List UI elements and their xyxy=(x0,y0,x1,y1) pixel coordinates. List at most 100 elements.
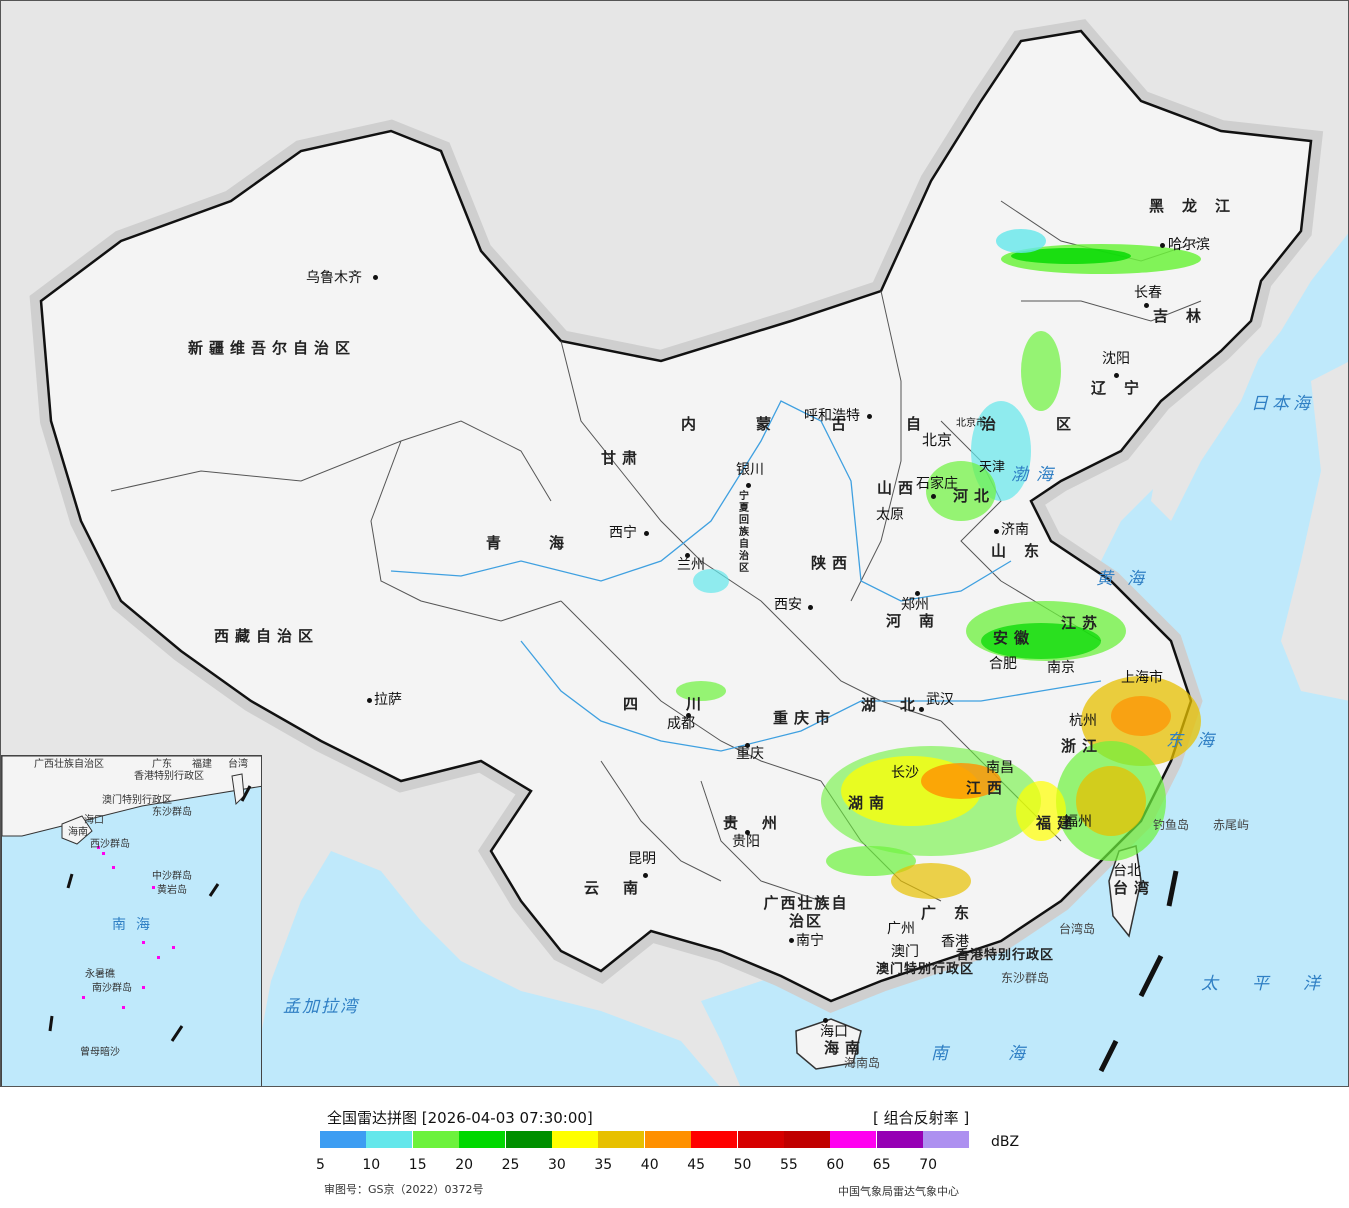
province-label: 重庆市 xyxy=(773,709,837,727)
capital-dot xyxy=(789,938,794,943)
province-label: 青海 xyxy=(486,534,613,552)
color-swatch xyxy=(598,1131,645,1148)
rivers xyxy=(390,400,1102,752)
city-label[interactable]: 南京 xyxy=(1047,660,1075,676)
city-label[interactable]: 呼和浩特 xyxy=(804,408,860,424)
city-label[interactable]: 香港 xyxy=(941,934,969,950)
city-label[interactable]: 海口 xyxy=(820,1024,848,1040)
capital-dot xyxy=(367,698,372,703)
capital-dot xyxy=(919,707,924,712)
color-scale-tick: 60 xyxy=(826,1157,845,1173)
map-area[interactable]: 新疆维吾尔自治区 西藏自治区 青海 甘肃 内蒙古自治区 黑龙江 吉林 辽宁 河北… xyxy=(0,0,1349,1087)
city-label[interactable]: 太原 xyxy=(876,507,904,523)
inset-label: 广西壮族自治区 xyxy=(34,759,104,770)
inset-label: 永暑礁 xyxy=(85,969,115,980)
capital-dot xyxy=(745,830,750,835)
capital-dot xyxy=(745,743,750,748)
province-label: 西藏自治区 xyxy=(214,627,320,645)
ocean-area xyxy=(701,233,1348,1086)
capital-dot xyxy=(994,529,999,534)
city-label[interactable]: 贵阳 xyxy=(732,834,760,850)
inset-label: 南沙群岛 xyxy=(92,983,132,994)
province-label: 海南 xyxy=(824,1039,867,1057)
color-swatch xyxy=(552,1131,598,1148)
province-label: 浙江 xyxy=(1061,737,1104,755)
inset-label: 西沙群岛 xyxy=(90,839,130,850)
province-label: 台湾 xyxy=(1113,879,1156,897)
city-label[interactable]: 南昌 xyxy=(986,760,1014,776)
province-label: 安徽 xyxy=(993,629,1036,647)
city-label[interactable]: 天津 xyxy=(979,460,1006,475)
province-label: 吉林 xyxy=(1153,307,1220,325)
island-label: 东沙群岛 xyxy=(1001,971,1050,985)
province-label: 陕西 xyxy=(811,554,854,572)
inset-label: 福建 xyxy=(192,759,212,770)
city-label[interactable]: 西宁 xyxy=(609,525,637,541)
inset-label: 台湾 xyxy=(228,759,248,770)
city-label[interactable]: 上海市 xyxy=(1121,670,1163,686)
province-label: 河南 xyxy=(886,612,953,630)
color-scale-tick: 55 xyxy=(780,1157,798,1173)
city-label[interactable]: 西安 xyxy=(774,597,802,613)
city-label[interactable]: 武汉 xyxy=(926,692,954,708)
city-label[interactable]: 北京市 xyxy=(956,418,986,429)
legend-title: 全国雷达拼图 [2026-04-03 07:30:00] xyxy=(327,1109,593,1127)
province-label: 新疆维吾尔自治区 xyxy=(188,339,357,357)
color-swatch xyxy=(876,1131,923,1148)
island-label: 赤尾屿 xyxy=(1213,818,1250,832)
city-label[interactable]: 兰州 xyxy=(677,557,705,573)
province-label: 四川 xyxy=(623,695,750,713)
province-label: 广西壮族自治区 xyxy=(763,894,849,930)
capital-dot xyxy=(1114,373,1119,378)
city-label[interactable]: 哈尔滨 xyxy=(1168,237,1210,253)
city-label[interactable]: 台北 xyxy=(1113,863,1141,879)
province-label: 山西 xyxy=(877,479,920,497)
city-label[interactable]: 银川 xyxy=(736,462,764,478)
city-label[interactable]: 福州 xyxy=(1064,814,1092,830)
city-label[interactable]: 杭州 xyxy=(1069,713,1097,729)
legend-product-label: [ 组合反射率 ] xyxy=(873,1109,970,1127)
city-label[interactable]: 长春 xyxy=(1134,285,1162,301)
color-scale-tick: 70 xyxy=(919,1157,938,1173)
city-label[interactable]: 济南 xyxy=(1001,522,1029,538)
city-label[interactable]: 乌鲁木齐 xyxy=(306,270,362,286)
province-label: 河北 xyxy=(953,487,996,505)
color-swatch xyxy=(830,1131,877,1148)
city-label[interactable]: 成都 xyxy=(667,716,695,732)
data-source: 中国气象局雷达气象中心 xyxy=(838,1185,959,1198)
sea-label: 日本海 xyxy=(1251,394,1314,414)
inset-label: 曾母暗沙 xyxy=(80,1047,120,1058)
province-label: 广东 xyxy=(921,904,988,922)
sea-label: 南海 xyxy=(931,1044,1085,1064)
capital-dot xyxy=(867,414,872,419)
capital-dot xyxy=(644,531,649,536)
island-label: 钓鱼岛 xyxy=(1153,818,1190,832)
city-label[interactable]: 北京 xyxy=(922,431,953,449)
inset-map xyxy=(2,756,261,1042)
province-label: 澳门特别行政区 xyxy=(876,962,975,977)
city-label[interactable]: 石家庄 xyxy=(916,476,958,492)
city-label[interactable]: 合肥 xyxy=(989,656,1017,672)
city-label[interactable]: 沈阳 xyxy=(1102,351,1130,367)
city-label[interactable]: 南宁 xyxy=(796,933,824,949)
island-label: 海南岛 xyxy=(844,1056,881,1070)
city-label[interactable]: 澳门 xyxy=(891,944,919,960)
color-swatch xyxy=(644,1131,691,1148)
province-label: 辽宁 xyxy=(1091,379,1158,397)
city-label[interactable]: 长沙 xyxy=(891,765,919,781)
capital-dot xyxy=(686,713,691,718)
province-label: 湖南 xyxy=(848,794,891,812)
city-label[interactable]: 郑州 xyxy=(901,597,929,613)
province-label: 甘肃 xyxy=(601,449,644,467)
city-label[interactable]: 广州 xyxy=(887,921,915,937)
province-label: 香港特别行政区 xyxy=(956,948,1055,963)
city-label[interactable]: 拉萨 xyxy=(374,692,402,708)
nine-dash-marks xyxy=(1098,870,1179,1073)
color-scale-tick: 25 xyxy=(501,1157,520,1173)
radar-echoes xyxy=(676,229,1201,899)
city-label[interactable]: 重庆 xyxy=(736,746,764,762)
south-china-sea-inset[interactable]: 广西壮族自治区 广东 福建 台湾 香港特别行政区 澳门特别行政区 海口 海南 东… xyxy=(1,755,262,1086)
sea-label: 太平洋 xyxy=(1201,974,1349,994)
inset-label: 海口 xyxy=(84,815,104,826)
city-label[interactable]: 昆明 xyxy=(628,851,656,867)
